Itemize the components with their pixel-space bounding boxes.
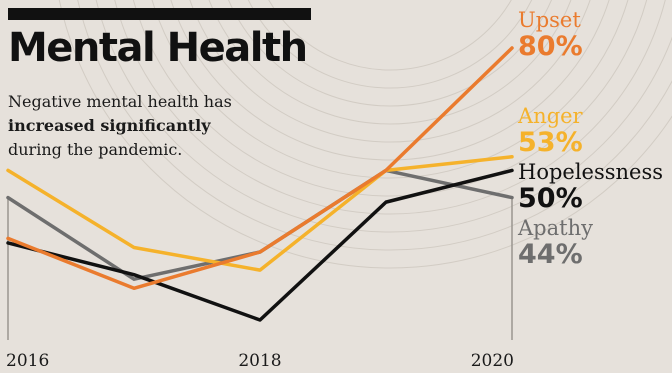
legend-apathy: Apathy 44%	[518, 216, 593, 270]
decor-arc	[151, 0, 629, 179]
legend-hopelessness: Hopelessness 50%	[518, 160, 664, 214]
decor-arc	[58, 0, 672, 269]
decor-arc	[268, 0, 512, 71]
legend-anger: Anger 53%	[518, 104, 583, 158]
subtitle-line-2-bold: increased significantly	[8, 116, 211, 135]
legend-apathy-name: Apathy	[518, 216, 593, 240]
legend-upset-name: Upset	[518, 8, 581, 32]
decor-arc	[189, 0, 591, 143]
x-tick-label: 2018	[238, 351, 281, 371]
decor-arc	[247, 0, 533, 89]
decor-arc	[77, 0, 672, 251]
legend-hopelessness-value: 50%	[518, 183, 583, 214]
series-line-anger	[6, 155, 514, 272]
decor-arc	[132, 0, 648, 197]
decor-arc	[208, 0, 572, 125]
page-title: Mental Health	[8, 25, 308, 71]
x-tick-label: 2016	[6, 351, 49, 371]
legend-apathy-value: 44%	[518, 239, 583, 270]
subtitle: Negative mental health has increased sig…	[8, 90, 308, 162]
legend-anger-name: Anger	[518, 104, 583, 128]
decor-arc	[95, 0, 672, 233]
decor-arc	[114, 0, 666, 215]
decor-arc	[228, 0, 552, 107]
title-bar	[8, 8, 311, 20]
series-line-upset	[6, 46, 514, 291]
decor-arc	[170, 0, 610, 161]
subtitle-line-1: Negative mental health has	[8, 92, 232, 111]
series-line-hopelessness	[6, 168, 514, 322]
x-tick-label: 2020	[471, 351, 514, 371]
legend-hopelessness-name: Hopelessness	[518, 160, 664, 184]
legend-upset-value: 80%	[518, 31, 583, 62]
subtitle-line-3: during the pandemic.	[8, 140, 183, 159]
legend-upset: Upset 80%	[518, 8, 583, 62]
legend-anger-value: 53%	[518, 127, 583, 158]
